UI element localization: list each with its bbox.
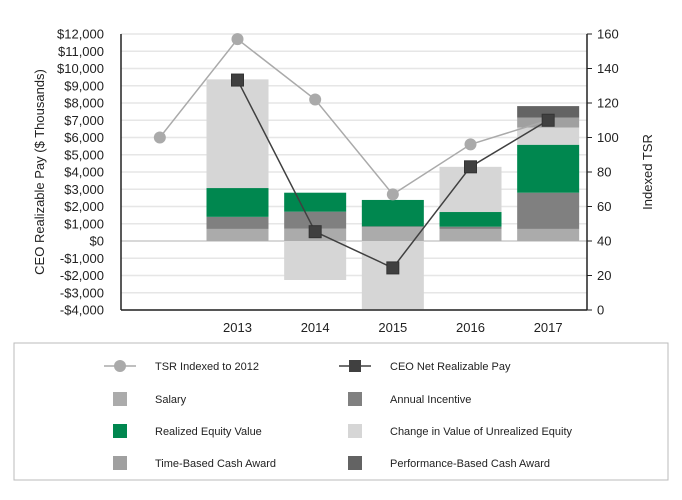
- legend-label: TSR Indexed to 2012: [155, 361, 259, 373]
- tsr-point: [464, 138, 477, 151]
- y-tick-label: $11,000: [58, 44, 104, 59]
- legend-swatch-icon: [113, 456, 127, 470]
- bar-realized-equity-value: [206, 188, 269, 217]
- bar-change-in-value-of-unrealized-equity: [439, 166, 502, 213]
- y2-tick-label: 100: [597, 130, 619, 145]
- legend-box: [13, 342, 669, 481]
- y-tick-label: -$4,000: [60, 303, 104, 318]
- y-tick-label: $2,000: [64, 199, 104, 214]
- line-tsr-indexed-to-2012: [159, 38, 549, 196]
- y-tick-label: $3,000: [64, 182, 104, 197]
- y2-tick-label: 120: [597, 96, 619, 111]
- x-tick-label: 2017: [534, 320, 563, 335]
- y2-tick-label: 40: [597, 234, 611, 249]
- legend-item: Salary: [113, 392, 187, 406]
- bar-annual-incentive: [361, 226, 424, 228]
- y2-tick-label: 0: [597, 303, 604, 318]
- y2-tick-label: 140: [597, 61, 619, 76]
- legend-item: TSR Indexed to 2012: [104, 360, 259, 373]
- legend-item: CEO Net Realizable Pay: [339, 360, 511, 373]
- y-tick-label: $0: [90, 234, 104, 249]
- net-pay-point: [541, 113, 555, 127]
- bar-change-in-value-of-unrealized-equity: [206, 79, 269, 189]
- legend-label: Performance-Based Cash Award: [390, 458, 550, 470]
- net-pay-point: [231, 73, 244, 87]
- y-tick-label: -$1,000: [60, 251, 104, 266]
- y2-tick-label: 80: [597, 165, 611, 180]
- net-pay-point: [308, 225, 322, 239]
- legend-circle-icon: [114, 360, 126, 372]
- y-tick-label: $4,000: [64, 165, 104, 180]
- legend-label: Annual Incentive: [390, 394, 471, 406]
- x-tick-label: 2015: [378, 320, 407, 335]
- y-tick-label: -$2,000: [60, 268, 104, 283]
- y2-tick-label: 160: [597, 27, 619, 42]
- legend-label: Realized Equity Value: [155, 426, 262, 438]
- legend-item: Performance-Based Cash Award: [348, 456, 550, 470]
- tsr-point: [386, 188, 399, 201]
- legend-label: Salary: [155, 394, 187, 406]
- legend-item: Change in Value of Unrealized Equity: [348, 424, 573, 438]
- bar-change-in-value-of-unrealized-equity: [517, 127, 580, 145]
- x-tick-label: 2013: [223, 320, 252, 335]
- bar-salary: [517, 228, 580, 241]
- legend-label: Time-Based Cash Award: [155, 458, 276, 470]
- y-tick-label: -$3,000: [60, 285, 104, 300]
- bar-salary: [361, 227, 424, 241]
- legend-label: Change in Value of Unrealized Equity: [390, 426, 573, 438]
- legend-square-icon: [349, 360, 361, 372]
- gridlines: [121, 33, 587, 311]
- bar-realized-equity-value: [439, 212, 502, 227]
- bar-annual-incentive: [206, 216, 269, 229]
- bar-annual-incentive: [439, 226, 502, 229]
- y2-tick-label: 60: [597, 199, 611, 214]
- legend-swatch-icon: [113, 424, 127, 438]
- bar-realized-equity-value: [517, 144, 580, 193]
- legend-swatch-icon: [348, 456, 362, 470]
- bar-performance-based-cash-award: [517, 106, 580, 118]
- bar-realized-equity-value: [284, 192, 347, 212]
- y-tick-label: $12,000: [57, 27, 104, 42]
- bars: [206, 79, 580, 310]
- legend-label: CEO Net Realizable Pay: [390, 361, 511, 373]
- y-tick-label: $1,000: [64, 216, 104, 231]
- bar-salary: [206, 228, 269, 241]
- y-tick-label: $8,000: [64, 96, 104, 111]
- net-pay-point: [386, 261, 400, 275]
- y-tick-label: $9,000: [64, 78, 104, 93]
- y-tick-label: $6,000: [64, 130, 104, 145]
- bar-change-in-value-of-unrealized-equity: [284, 241, 347, 280]
- x-tick-label: 2016: [456, 320, 485, 335]
- bar-annual-incentive: [517, 192, 580, 229]
- tsr-point: [231, 33, 244, 46]
- y-tick-label: $5,000: [64, 147, 104, 162]
- legend: TSR Indexed to 2012 CEO Net Realizable Pa…: [104, 360, 573, 470]
- bar-change-in-value-of-unrealized-equity: [361, 241, 424, 310]
- legend-item: Annual Incentive: [348, 392, 471, 406]
- bar-salary: [439, 228, 502, 241]
- tsr-point: [153, 131, 166, 144]
- legend-swatch-icon: [348, 424, 362, 438]
- y-tick-label: $10,000: [57, 61, 104, 76]
- y2-tick-label: 20: [597, 268, 611, 283]
- legend-swatch-icon: [348, 392, 362, 406]
- tsr-point: [309, 93, 322, 106]
- legend-swatch-icon: [113, 392, 127, 406]
- y-axis-title: CEO Realizable Pay ($ Thousands): [32, 69, 47, 275]
- legend-item: Time-Based Cash Award: [113, 456, 276, 470]
- legend-item: Realized Equity Value: [113, 424, 262, 438]
- axes: $12,000 $11,000 $10,000 $9,000 $8,000 $7,000 $…: [57, 27, 619, 336]
- net-pay-point: [464, 160, 477, 174]
- y2-axis-title: Indexed TSR: [640, 134, 655, 210]
- bar-realized-equity-value: [361, 199, 424, 227]
- y-tick-label: $7,000: [64, 113, 104, 128]
- lines: [153, 33, 555, 275]
- bar-annual-incentive: [284, 211, 347, 229]
- x-tick-label: 2014: [301, 320, 330, 335]
